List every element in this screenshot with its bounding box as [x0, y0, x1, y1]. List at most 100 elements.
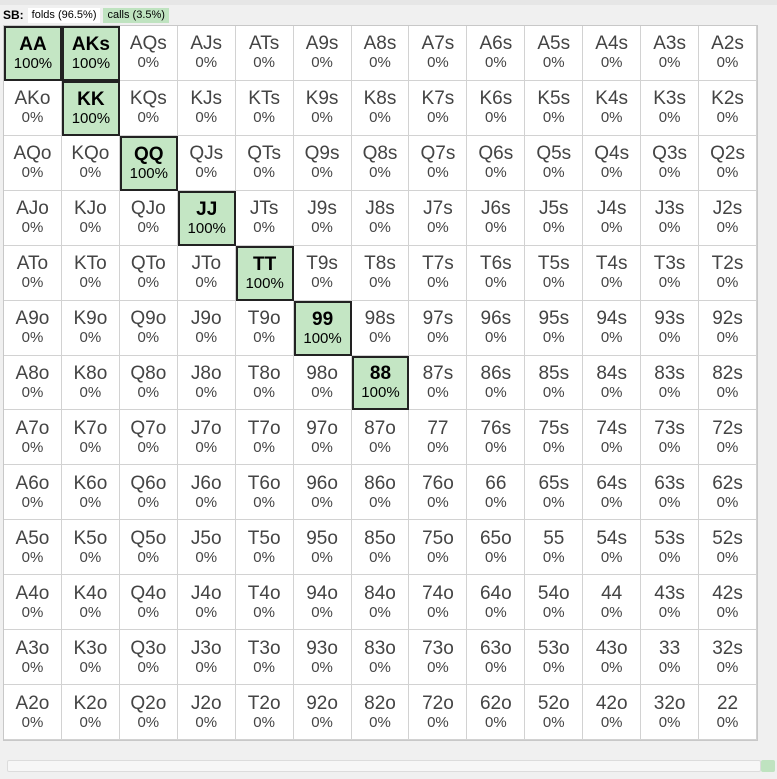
hand-cell[interactable]: J2s 0% [699, 190, 757, 246]
hand-cell[interactable]: 63o 0% [467, 630, 526, 686]
hand-cell[interactable]: AA 100% [4, 26, 62, 81]
hand-cell[interactable]: 53o 0% [525, 630, 584, 686]
hand-cell[interactable]: Q6s 0% [467, 135, 526, 191]
hand-cell[interactable]: 75o 0% [409, 520, 468, 576]
hand-cell[interactable]: 65s 0% [525, 465, 584, 521]
hand-cell[interactable]: 86o 0% [351, 465, 410, 521]
hand-cell[interactable]: A8o 0% [4, 355, 62, 411]
hand-cell[interactable]: K9s 0% [293, 80, 352, 136]
hand-cell[interactable]: 83s 0% [641, 355, 700, 411]
hand-cell[interactable]: Q4o 0% [119, 575, 178, 631]
hand-cell[interactable]: 72o 0% [409, 685, 468, 740]
hand-cell[interactable]: 55 0% [525, 520, 584, 576]
hand-cell[interactable]: J9s 0% [293, 190, 352, 246]
hand-cell[interactable]: K6s 0% [467, 80, 526, 136]
hand-cell[interactable]: T5s 0% [525, 245, 584, 301]
hand-cell[interactable]: A3s 0% [641, 26, 700, 81]
hand-cell[interactable]: A7o 0% [4, 410, 62, 466]
hand-cell[interactable]: K3o 0% [61, 630, 120, 686]
hand-cell[interactable]: QQ 100% [119, 135, 178, 191]
hand-cell[interactable]: 74o 0% [409, 575, 468, 631]
hand-cell[interactable]: 33 0% [641, 630, 700, 686]
hand-cell[interactable]: AKs 100% [61, 26, 120, 81]
hand-cell[interactable]: A2s 0% [699, 26, 757, 81]
hand-cell[interactable]: 84s 0% [583, 355, 642, 411]
hand-cell[interactable]: J7o 0% [177, 410, 236, 466]
hand-cell[interactable]: 32o 0% [641, 685, 700, 740]
hand-cell[interactable]: 32s 0% [699, 630, 757, 686]
hand-cell[interactable]: AJs 0% [177, 26, 236, 81]
hand-cell[interactable]: 42s 0% [699, 575, 757, 631]
hand-cell[interactable]: 73o 0% [409, 630, 468, 686]
hand-cell[interactable]: K8o 0% [61, 355, 120, 411]
hand-cell[interactable]: A4s 0% [583, 26, 642, 81]
hand-cell[interactable]: QJo 0% [119, 190, 178, 246]
hand-cell[interactable]: 54s 0% [583, 520, 642, 576]
hand-cell[interactable]: J6s 0% [467, 190, 526, 246]
hand-cell[interactable]: KK 100% [61, 80, 120, 136]
hand-cell[interactable]: A9o 0% [4, 300, 62, 356]
hand-cell[interactable]: A5s 0% [525, 26, 584, 81]
hand-cell[interactable]: A8s 0% [351, 26, 410, 81]
hand-cell[interactable]: 77 0% [409, 410, 468, 466]
hand-cell[interactable]: Q8o 0% [119, 355, 178, 411]
hand-cell[interactable]: T7o 0% [235, 410, 294, 466]
hand-cell[interactable]: Q6o 0% [119, 465, 178, 521]
hand-cell[interactable]: J7s 0% [409, 190, 468, 246]
hand-cell[interactable]: 54o 0% [525, 575, 584, 631]
hand-cell[interactable]: J3o 0% [177, 630, 236, 686]
hand-cell[interactable]: JTo 0% [177, 245, 236, 301]
hand-cell[interactable]: K5s 0% [525, 80, 584, 136]
hand-cell[interactable]: 85s 0% [525, 355, 584, 411]
hand-cell[interactable]: ATs 0% [235, 26, 294, 81]
hand-cell[interactable]: T2o 0% [235, 685, 294, 740]
hand-cell[interactable]: 64o 0% [467, 575, 526, 631]
hand-cell[interactable]: KQo 0% [61, 135, 120, 191]
hand-cell[interactable]: Q7s 0% [409, 135, 468, 191]
hand-cell[interactable]: K4o 0% [61, 575, 120, 631]
hand-cell[interactable]: 74s 0% [583, 410, 642, 466]
hand-cell[interactable]: J6o 0% [177, 465, 236, 521]
hand-cell[interactable]: 44 0% [583, 575, 642, 631]
hand-cell[interactable]: JJ 100% [177, 190, 236, 246]
hand-cell[interactable]: Q5o 0% [119, 520, 178, 576]
hand-cell[interactable]: QTs 0% [235, 135, 294, 191]
hand-cell[interactable]: A2o 0% [4, 685, 62, 740]
hand-cell[interactable]: T6s 0% [467, 245, 526, 301]
hand-cell[interactable]: 96o 0% [293, 465, 352, 521]
hand-cell[interactable]: K4s 0% [583, 80, 642, 136]
hand-cell[interactable]: TT 100% [235, 245, 294, 301]
hand-cell[interactable]: ATo 0% [4, 245, 62, 301]
hand-cell[interactable]: A7s 0% [409, 26, 468, 81]
hand-cell[interactable]: 94s 0% [583, 300, 642, 356]
hand-cell[interactable]: J3s 0% [641, 190, 700, 246]
hand-cell[interactable]: 99 100% [293, 300, 352, 356]
hand-cell[interactable]: 85o 0% [351, 520, 410, 576]
hand-cell[interactable]: Q9o 0% [119, 300, 178, 356]
hand-cell[interactable]: 93o 0% [293, 630, 352, 686]
hand-cell[interactable]: 98s 0% [351, 300, 410, 356]
hand-cell[interactable]: K9o 0% [61, 300, 120, 356]
folds-legend-chip[interactable]: folds (96.5%) [27, 7, 101, 23]
hand-cell[interactable]: 22 0% [699, 685, 757, 740]
hand-cell[interactable]: Q4s 0% [583, 135, 642, 191]
hand-cell[interactable]: AQo 0% [4, 135, 62, 191]
hand-cell[interactable]: T4o 0% [235, 575, 294, 631]
hand-cell[interactable]: QTo 0% [119, 245, 178, 301]
hand-cell[interactable]: 84o 0% [351, 575, 410, 631]
hand-cell[interactable]: 73s 0% [641, 410, 700, 466]
hand-cell[interactable]: 94o 0% [293, 575, 352, 631]
hand-cell[interactable]: 42o 0% [583, 685, 642, 740]
hand-cell[interactable]: A5o 0% [4, 520, 62, 576]
hand-cell[interactable]: K7s 0% [409, 80, 468, 136]
hand-cell[interactable]: 97o 0% [293, 410, 352, 466]
hand-cell[interactable]: 53s 0% [641, 520, 700, 576]
hand-cell[interactable]: A6s 0% [467, 26, 526, 81]
hand-cell[interactable]: 88 100% [351, 355, 410, 411]
hand-cell[interactable]: AJo 0% [4, 190, 62, 246]
hand-cell[interactable]: K2s 0% [699, 80, 757, 136]
hand-cell[interactable]: J9o 0% [177, 300, 236, 356]
hand-cell[interactable]: K7o 0% [61, 410, 120, 466]
hand-cell[interactable]: JTs 0% [235, 190, 294, 246]
hand-cell[interactable]: 76s 0% [467, 410, 526, 466]
